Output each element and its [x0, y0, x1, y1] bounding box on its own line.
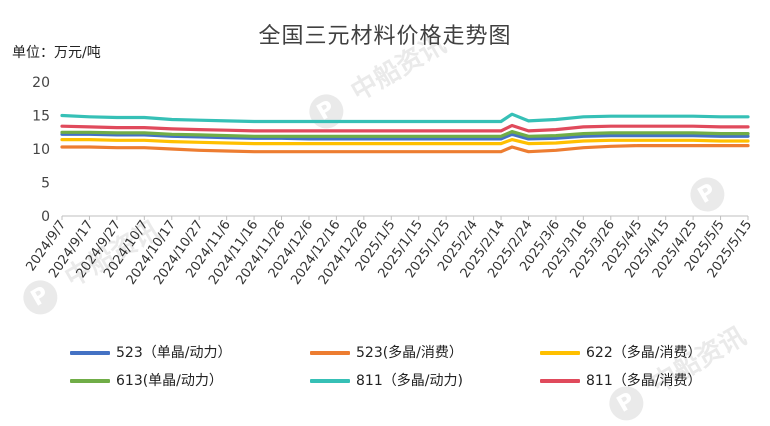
legend-label: 811（多晶/消费） — [586, 373, 702, 389]
legend-label: 523（单晶/动力） — [116, 345, 232, 361]
legend-swatch — [70, 379, 110, 383]
legend-label: 811（多晶/动力) — [356, 373, 463, 389]
legend-item: 622（多晶/消费） — [540, 342, 701, 362]
y-tick-label: 5 — [41, 176, 50, 192]
legend-label: 622（多晶/消费） — [586, 345, 702, 361]
legend-swatch — [310, 379, 350, 383]
series-line-5 — [60, 112, 750, 124]
legend-swatch — [70, 351, 110, 355]
series-line-6 — [60, 123, 750, 133]
legend-item: 811（多晶/消费） — [540, 370, 701, 390]
series-line-1 — [60, 132, 750, 141]
plot-area: 051015202024/9/72024/9/172024/9/272024/1… — [23, 75, 755, 288]
series-line-3 — [60, 138, 750, 146]
chart-title: 全国三元材料价格走势图 — [258, 24, 512, 49]
y-tick-label: 0 — [41, 209, 50, 225]
legend-label: 613(单晶/动力） — [116, 373, 223, 389]
y-tick-label: 15 — [32, 109, 50, 125]
series-line-2 — [60, 144, 750, 154]
legend-item: 523（单晶/动力） — [70, 342, 231, 362]
series-line-4 — [60, 130, 750, 138]
y-tick-label: 20 — [32, 75, 50, 91]
legend-item: 523(多晶/消费） — [310, 342, 463, 362]
legend-item: 811（多晶/动力) — [310, 370, 463, 390]
legend-label: 523(多晶/消费） — [356, 345, 463, 361]
y-tick-label: 10 — [32, 142, 50, 158]
legend-swatch — [310, 351, 350, 355]
legend-swatch — [540, 379, 580, 383]
legend-item: 613(单晶/动力） — [70, 370, 223, 390]
legend-swatch — [540, 351, 580, 355]
chart-root: P 中船资讯 P 中船资讯 P 中船资讯 P 全国三元材料价格走势图 单位：万元… — [12, 24, 755, 426]
unit-label: 单位：万元/吨 — [12, 45, 101, 61]
